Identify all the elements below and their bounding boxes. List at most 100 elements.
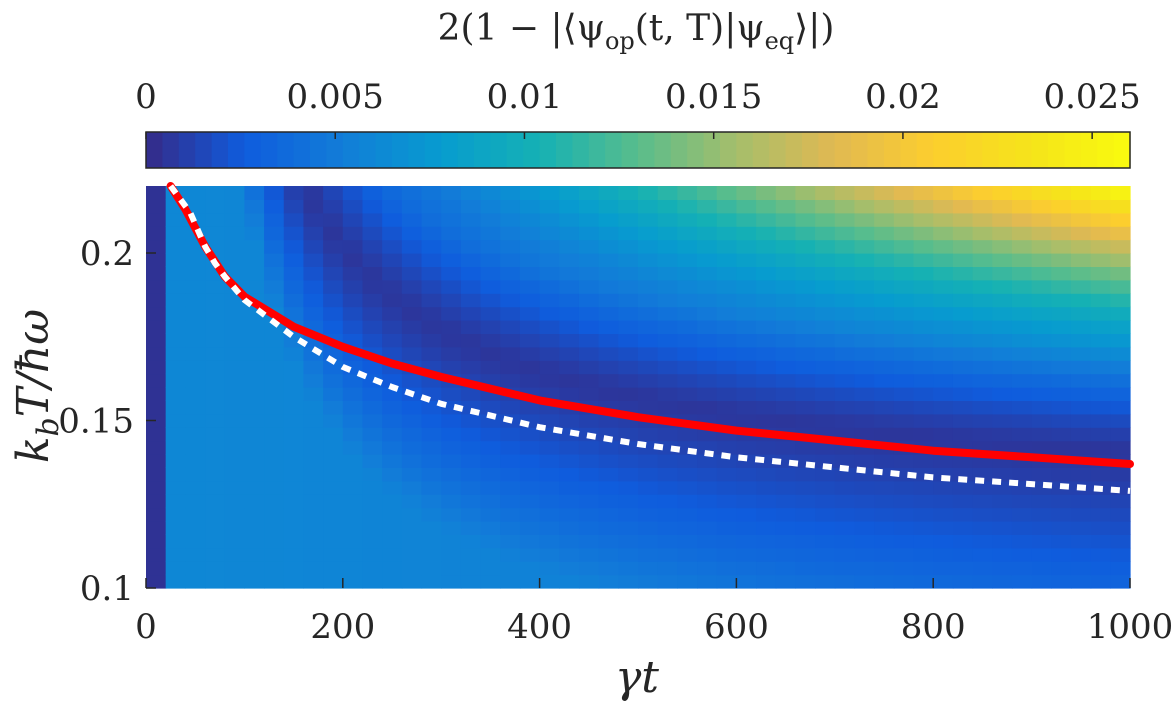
heatmap-cell [283,507,305,522]
heatmap-cell [303,494,324,509]
heatmap-cell [815,199,836,214]
heatmap-cell [815,293,836,308]
heatmap-cell [283,521,305,535]
heatmap-cell [264,413,285,428]
heatmap-cell [500,360,521,375]
colorbar-tick-label: 0.015 [665,77,762,117]
heatmap-cell [775,266,797,281]
heatmap-cell [618,494,639,509]
heatmap-cell [244,521,265,535]
heatmap-cell [952,561,974,576]
heatmap-cell [146,427,167,442]
heatmap-cell [657,387,678,401]
heatmap-cell [638,293,659,308]
heatmap-cell [578,534,600,549]
heatmap-cell [205,454,226,468]
heatmap-cell [638,199,659,214]
colorbar-cell [933,132,951,168]
heatmap-cell [205,507,226,522]
heatmap-cell [1051,534,1072,549]
heatmap-cell [815,186,836,200]
heatmap-cell [1070,561,1092,576]
heatmap-cell [913,494,934,509]
heatmap-cell [874,293,895,308]
heatmap-cell [736,212,757,227]
heatmap-cell [362,306,383,321]
heatmap-cell [992,467,1013,482]
heatmap-cell [224,494,245,509]
heatmap-cell [1090,547,1111,562]
heatmap-cell [913,333,934,348]
heatmap-cell [618,360,639,375]
heatmap-cell [657,400,678,415]
heatmap-cell [401,226,423,241]
heatmap-cell [1011,413,1033,428]
heatmap-cell [323,494,344,509]
heatmap-cell [539,279,560,294]
x-tick-label: 400 [507,607,572,647]
heatmap-cell [441,199,462,214]
heatmap-cell [795,534,816,549]
heatmap-cell [854,346,875,361]
heatmap-cell [441,467,462,482]
heatmap-cell [264,507,285,522]
heatmap-cell [165,226,186,241]
heatmap-cell [323,547,344,562]
heatmap-cell [441,561,462,576]
heatmap-cell [146,454,167,468]
heatmap-cell [1090,521,1111,535]
heatmap-cell [342,186,364,200]
heatmap-cell [323,320,344,334]
heatmap-cell [1110,212,1131,227]
heatmap-cell [992,226,1013,241]
heatmap-cell [146,239,167,254]
heatmap-cell [224,427,245,442]
heatmap-cell [913,346,934,361]
heatmap-cell [303,266,324,281]
heatmap-cell [913,387,934,401]
heatmap-cell [598,494,619,509]
heatmap-cell [1090,387,1111,401]
heatmap-cell [441,534,462,549]
heatmap-cell [1051,253,1072,267]
heatmap-cell [342,320,364,334]
heatmap-cell [598,467,619,482]
heatmap-cell [913,507,934,522]
heatmap-cell [323,574,344,589]
heatmap-cell [146,494,167,509]
colorbar-cell [1015,132,1033,168]
colorbar-cell [1064,132,1082,168]
heatmap-cell [874,427,895,442]
heatmap-cell [874,373,895,388]
heatmap-cell [539,480,560,495]
heatmap-cell [539,360,560,375]
heatmap-cell [854,561,875,576]
heatmap-cell [264,226,285,241]
heatmap-cell [1110,400,1131,415]
heatmap-cell [775,226,797,241]
heatmap-cell [401,467,423,482]
heatmap-cell [756,574,777,589]
heatmap-cell [972,239,993,254]
heatmap-cell [480,186,501,200]
heatmap-cell [342,507,364,522]
heatmap-cell [165,373,186,388]
heatmap-cell [500,521,521,535]
heatmap-cell [244,534,265,549]
heatmap-cell [146,212,167,227]
heatmap-cell [638,266,659,281]
heatmap-cell [893,507,915,522]
heatmap-cell [834,266,856,281]
heatmap-cell [1031,333,1052,348]
heatmap-cell [421,293,442,308]
heatmap-cell [460,413,482,428]
colorbar-cell [228,132,245,168]
heatmap-cell [1011,400,1033,415]
heatmap-cell [697,333,718,348]
heatmap-cell [992,239,1013,254]
heatmap-cell [519,212,541,227]
colorbar-cell [572,132,590,168]
heatmap-cell [638,454,659,468]
heatmap-cell [795,320,816,334]
heatmap-cell [992,547,1013,562]
